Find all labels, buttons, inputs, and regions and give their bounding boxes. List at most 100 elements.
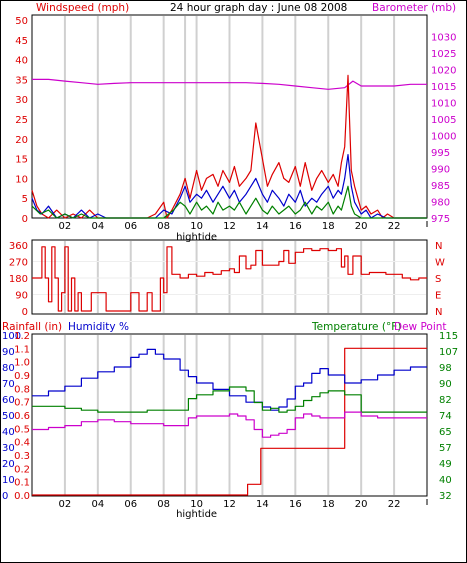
x-tick-label: 12 xyxy=(223,221,236,232)
windspeed-axis-label: Windspeed (mph) xyxy=(36,2,129,14)
rain-tick-label: 0.7 xyxy=(14,398,30,409)
series-line-green xyxy=(31,185,427,219)
compass-tick-label: N xyxy=(435,241,442,252)
humidity-tick-label: 0 xyxy=(2,491,8,502)
x-tick-label: 08 xyxy=(157,499,170,510)
x-tick-label: 18 xyxy=(322,221,335,232)
right-tick-label: 1030 xyxy=(431,33,456,44)
rain-tick-label: 0.6 xyxy=(14,411,30,422)
humidity-tick-label: 100 xyxy=(2,331,21,342)
right-tick-label: 980 xyxy=(431,198,450,209)
right-tick-label: 1005 xyxy=(431,115,456,126)
temperature-axis-label: Temperature (°F) xyxy=(311,321,401,333)
x-tick-label: 14 xyxy=(256,499,269,510)
left-tick-label: 15 xyxy=(15,155,28,166)
x-tick-label: 22 xyxy=(388,221,401,232)
dewpoint-axis-label: Dew Point xyxy=(394,321,447,333)
direction-tick-label: 270 xyxy=(9,258,28,269)
temperature-tick-label: 82 xyxy=(439,395,452,406)
x-tick-label: 10 xyxy=(190,499,203,510)
right-tick-label: 975 xyxy=(431,214,450,225)
left-tick-label: 45 xyxy=(15,36,28,47)
humidity-tick-label: 10 xyxy=(2,475,15,486)
x-tick-label: 06 xyxy=(124,499,137,510)
rain-tick-label: 0.0 xyxy=(14,491,30,502)
rain-tick-label: 0.8 xyxy=(14,384,30,395)
x-tick-label: 04 xyxy=(91,221,104,232)
x-tick-label: 02 xyxy=(59,221,72,232)
chart-title: 24 hour graph day : June 08 2008 xyxy=(170,2,347,14)
temperature-tick-label: 107 xyxy=(439,347,458,358)
rain-tick-label: 1.2 xyxy=(14,331,30,342)
right-tick-label: 1010 xyxy=(431,99,456,110)
right-tick-label: 1000 xyxy=(431,132,456,143)
series-line-temp-magenta xyxy=(32,411,427,438)
panel-wind-barometer: 0510152025303540455097598098599099510001… xyxy=(15,14,456,232)
x-tick-label: 10 xyxy=(190,221,203,232)
rain-tick-label: 0.3 xyxy=(14,451,30,462)
right-tick-label: 985 xyxy=(431,181,450,192)
right-tick-label: 1020 xyxy=(431,66,456,77)
x-tick-label: 08 xyxy=(157,221,170,232)
hightide-label-top: hightide xyxy=(176,232,217,243)
temperature-tick-label: 40 xyxy=(439,475,452,486)
temperature-tick-label: 49 xyxy=(439,459,452,470)
direction-tick-label: 360 xyxy=(9,241,28,252)
left-tick-label: 20 xyxy=(15,135,28,146)
x-tick-label: 22 xyxy=(388,499,401,510)
hightide-label-bottom: hightide xyxy=(176,509,217,520)
rain-tick-label: 0.1 xyxy=(14,478,30,489)
x-tick-label: 02 xyxy=(59,499,72,510)
left-tick-label: 25 xyxy=(15,115,28,126)
temperature-tick-label: 74 xyxy=(439,411,452,422)
compass-tick-label: S xyxy=(435,274,441,285)
temperature-tick-label: 90 xyxy=(439,379,452,390)
left-tick-label: 30 xyxy=(15,95,28,106)
humidity-tick-label: 90 xyxy=(2,347,15,358)
humidity-tick-label: 20 xyxy=(2,459,15,470)
rain-tick-label: 0.4 xyxy=(14,438,30,449)
direction-tick-label: 180 xyxy=(9,274,28,285)
x-tick-label: 16 xyxy=(289,499,302,510)
left-tick-label: 0 xyxy=(22,214,28,225)
compass-tick-label: N xyxy=(435,307,442,318)
barometer-axis-label: Barometer (mb) xyxy=(372,2,456,14)
x-tick-label: 14 xyxy=(256,221,269,232)
compass-tick-label: W xyxy=(435,258,445,269)
temperature-tick-label: 98 xyxy=(439,363,452,374)
x-tick-label: 12 xyxy=(223,499,236,510)
rain-tick-label: 0.2 xyxy=(14,464,30,475)
right-tick-label: 1015 xyxy=(431,82,456,93)
humidity-tick-label: 60 xyxy=(2,395,15,406)
series-line-temp-green xyxy=(32,386,427,413)
x-tick-label: 06 xyxy=(124,221,137,232)
humidity-tick-label: 70 xyxy=(2,379,15,390)
humidity-tick-label: 40 xyxy=(2,427,15,438)
x-tick-label: 16 xyxy=(289,221,302,232)
humidity-tick-label: 80 xyxy=(2,363,15,374)
x-tick-label: 20 xyxy=(355,221,368,232)
x-tick-label: 18 xyxy=(322,499,335,510)
right-tick-label: 990 xyxy=(431,165,450,176)
series-line-magenta xyxy=(32,78,427,90)
direction-line xyxy=(32,246,427,312)
series-line-humidity-blue xyxy=(32,348,427,411)
left-tick-label: 50 xyxy=(15,16,28,27)
left-tick-label: 5 xyxy=(22,194,28,205)
direction-tick-label: 0 xyxy=(22,307,28,318)
rain-tick-label: 0.5 xyxy=(14,424,30,435)
left-tick-label: 35 xyxy=(15,75,28,86)
rain-tick-label: 0.9 xyxy=(14,371,30,382)
temperature-tick-label: 115 xyxy=(439,331,458,342)
temperature-tick-label: 65 xyxy=(439,427,452,438)
left-tick-label: 40 xyxy=(15,56,28,67)
rain-tick-label: 1.0 xyxy=(14,358,30,369)
compass-tick-label: E xyxy=(435,291,441,302)
left-tick-label: 10 xyxy=(15,174,28,185)
right-tick-label: 1025 xyxy=(431,49,456,60)
humidity-tick-label: 50 xyxy=(2,411,15,422)
temperature-tick-label: 32 xyxy=(439,491,452,502)
